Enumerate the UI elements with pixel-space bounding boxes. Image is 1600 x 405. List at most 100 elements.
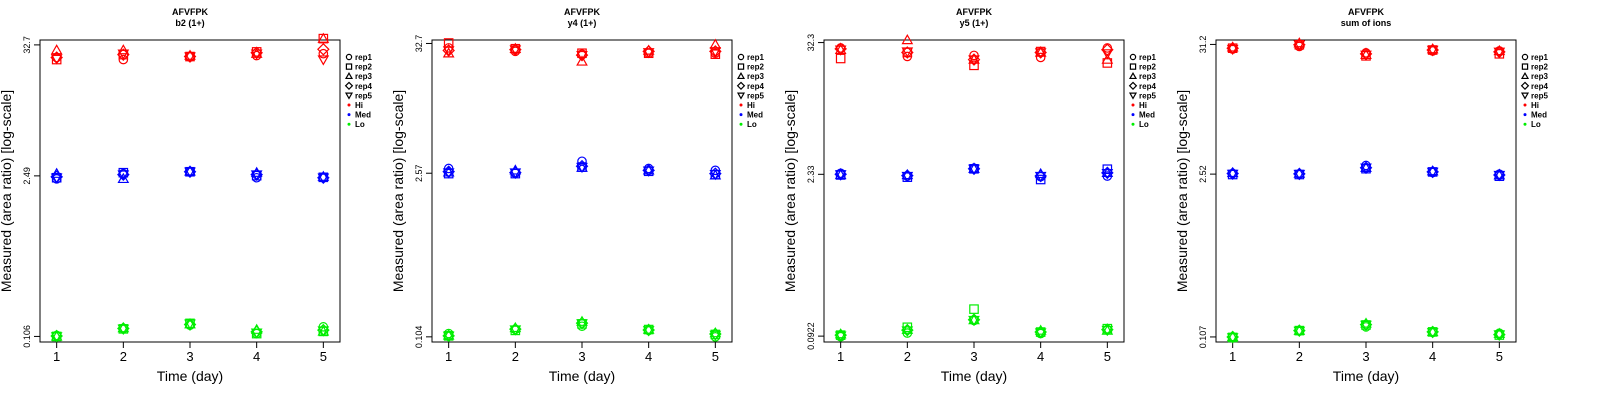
legend-item: Med (739, 111, 763, 120)
legend-label: rep5 (747, 91, 764, 100)
legend-marker (1520, 81, 1530, 91)
x-tick-label: 4 (1429, 349, 1436, 364)
data-point (642, 166, 655, 177)
x-axis-label: Time (day) (941, 368, 1007, 384)
data-point (576, 50, 588, 62)
data-point (969, 60, 979, 71)
data-point (709, 38, 722, 49)
x-tick-label: 4 (645, 349, 652, 364)
data-point (442, 46, 455, 57)
legend-item: rep4 (344, 81, 372, 91)
data-point (117, 324, 130, 335)
legend-label: rep3 (355, 72, 372, 81)
data-point (50, 54, 63, 65)
data-point (442, 47, 455, 58)
plot-frame (823, 39, 1125, 343)
data-point (1426, 328, 1439, 339)
legend-item: rep5 (1128, 91, 1156, 100)
legend-label: rep2 (747, 63, 764, 72)
legend-marker (1128, 81, 1138, 91)
data-point (901, 171, 914, 183)
data-point (442, 331, 455, 342)
data-point (509, 42, 522, 53)
legend-item: Lo (1131, 120, 1149, 129)
legend-item: Lo (739, 120, 757, 129)
legend-item: Med (347, 111, 371, 120)
x-tick-label: 1 (445, 349, 452, 364)
legend-marker (736, 92, 746, 100)
data-point (1227, 43, 1238, 53)
x-tick-label: 5 (712, 349, 719, 364)
legend-marker (736, 81, 746, 91)
x-tick-label: 4 (1037, 349, 1044, 364)
data-point (117, 49, 130, 60)
chart-subtitle: y5 (1+) (960, 18, 989, 28)
x-tick-label: 2 (120, 349, 127, 364)
legend-item: Lo (347, 120, 365, 129)
data-point (317, 173, 330, 184)
legend-item: rep1 (1521, 53, 1548, 62)
legend-item: Hi (347, 101, 363, 110)
legend-label: rep4 (355, 82, 372, 91)
data-point (184, 319, 196, 330)
x-tick-label: 5 (320, 349, 327, 364)
data-point (1426, 167, 1439, 178)
data-point (118, 54, 129, 65)
data-point (317, 326, 330, 337)
data-point (834, 170, 847, 181)
legend-dot (1131, 103, 1135, 107)
x-axis-label: Time (day) (1333, 368, 1399, 384)
legend-dot (1131, 113, 1135, 117)
data-point (709, 330, 722, 341)
data-point (642, 323, 655, 334)
legend-label: rep2 (1531, 63, 1548, 72)
x-tick-label: 2 (904, 349, 911, 364)
data-point (709, 170, 722, 181)
legend-label: rep3 (1139, 72, 1156, 81)
legend-label: rep1 (747, 53, 764, 62)
x-axis-label: Time (day) (549, 368, 615, 384)
data-point (50, 173, 63, 184)
data-point (901, 323, 914, 334)
legend-marker (1520, 92, 1530, 100)
y-tick-label: 0.106 (22, 325, 32, 348)
data-point (1034, 171, 1047, 183)
data-point (576, 315, 588, 326)
legend-label: Med (747, 111, 763, 120)
legend-label: Lo (355, 120, 365, 129)
legend-label: Med (1531, 111, 1547, 120)
y-tick-label: 2.57 (414, 164, 424, 182)
data-point (1493, 44, 1506, 56)
data-point (1360, 317, 1372, 328)
legend-label: rep4 (747, 82, 764, 91)
y-tick-label: 2.33 (806, 166, 816, 184)
legend-item: rep2 (1521, 63, 1548, 72)
data-point (969, 304, 979, 314)
data-point (901, 33, 914, 45)
legend-marker (737, 53, 745, 61)
legend-label: rep4 (1531, 82, 1548, 91)
legend-item: rep5 (344, 91, 372, 100)
data-point (1493, 327, 1506, 338)
y-axis-label: Measured (area ratio) [log-scale] (1174, 90, 1190, 292)
chart-title: AFVFPK (172, 7, 209, 17)
data-point (250, 49, 263, 60)
data-point (1360, 320, 1372, 332)
data-point (1360, 50, 1372, 61)
data-point (1293, 40, 1306, 51)
legend-dot (1523, 113, 1527, 117)
data-point (968, 164, 980, 175)
data-point (1360, 163, 1372, 174)
data-point (1101, 169, 1114, 180)
data-point (1493, 330, 1506, 341)
legend-marker (1520, 72, 1530, 80)
legend-label: rep3 (747, 72, 764, 81)
legend-dot (347, 103, 351, 107)
data-point (509, 325, 522, 336)
data-point (576, 55, 588, 66)
legend-item: rep2 (345, 63, 372, 72)
legend-marker (345, 53, 353, 61)
x-tick-label: 3 (970, 349, 977, 364)
legend-item: rep3 (344, 72, 372, 81)
